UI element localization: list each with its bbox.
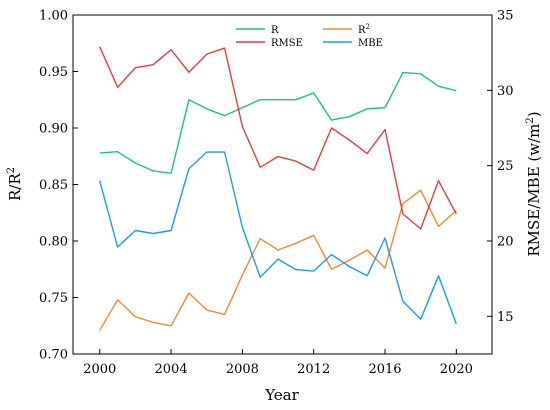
x-tick-label: 2016: [368, 362, 401, 377]
left-y-tick-label: 0.70: [39, 348, 68, 363]
left-y-tick-label: 0.85: [39, 178, 68, 193]
left-y-axis-ticks: 0.70 0.75 0.80 0.85 0.90 0.95 1.00: [39, 9, 78, 363]
left-y-axis-title-sup: 2: [6, 167, 17, 173]
left-y-tick-label: 0.80: [39, 235, 68, 250]
x-tick-label: 2000: [83, 362, 116, 377]
left-y-tick-label: 1.00: [39, 9, 68, 24]
legend-label-rmse: RMSE: [271, 38, 303, 49]
legend-label-r: R: [271, 25, 279, 36]
right-y-axis-ticks: 15 20 25 30 35: [487, 9, 514, 325]
legend-label-r2: R2: [358, 23, 370, 36]
right-y-tick-label: 20: [497, 235, 514, 250]
plot-frame: [72, 14, 493, 355]
right-y-tick-label: 30: [497, 84, 514, 99]
series-lines: [99, 46, 457, 331]
left-y-tick-label: 0.75: [39, 291, 68, 306]
right-y-axis-title-end: ): [525, 111, 543, 117]
right-y-tick-label: 25: [497, 159, 514, 174]
x-tick-label: 2020: [440, 362, 473, 377]
series-line-r: [99, 71, 457, 174]
x-tick-label: 2004: [155, 362, 188, 377]
left-y-axis-title-text: R/R: [6, 173, 24, 201]
series-line-r2: [99, 189, 457, 331]
series-line-rmse: [99, 46, 457, 230]
x-axis-ticks: 2000 2004 2008 2012 2016 2020: [83, 349, 473, 377]
legend-label-mbe: MBE: [358, 38, 383, 49]
x-tick-label: 2012: [297, 362, 330, 377]
left-y-tick-label: 0.90: [39, 122, 68, 137]
series-line-mbe: [99, 151, 457, 325]
legend: R R2 RMSE MBE: [236, 23, 383, 49]
right-y-tick-label: 15: [497, 310, 514, 325]
x-tick-label: 2008: [226, 362, 259, 377]
left-y-axis-title: R/R2: [6, 167, 24, 201]
right-y-axis-title-text: RMSE/MBE (w/m: [525, 124, 543, 257]
right-y-axis-title-sup: 2: [525, 117, 536, 123]
left-y-tick-label: 0.95: [39, 65, 68, 80]
x-axis-title: Year: [264, 386, 299, 404]
right-y-axis-title: RMSE/MBE (w/m2): [525, 111, 543, 256]
right-y-tick-label: 35: [497, 9, 514, 24]
